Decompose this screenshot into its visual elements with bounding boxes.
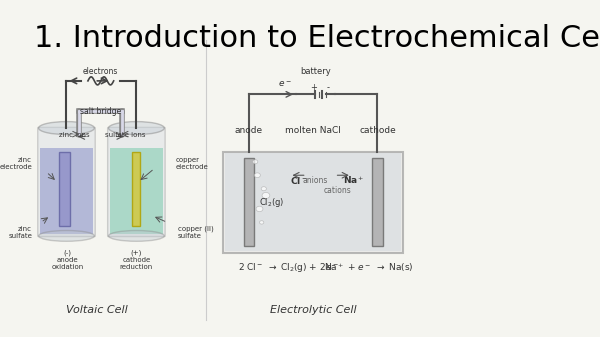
Circle shape [253, 160, 258, 164]
Bar [225, 153, 401, 251]
Text: cathode: cathode [359, 126, 396, 135]
Text: 1. Introduction to Electrochemical Cells: 1. Introduction to Electrochemical Cells [34, 24, 600, 53]
Text: 2 Cl$^-$ $\rightarrow$ Cl$_2$(g) + 2$e^-$: 2 Cl$^-$ $\rightarrow$ Cl$_2$(g) + 2$e^-… [238, 262, 339, 274]
Text: anode: anode [235, 126, 263, 135]
Text: Na$^+$: Na$^+$ [343, 175, 365, 186]
Text: -: - [326, 83, 329, 92]
Text: Na$^+$ + $e^-$ $\rightarrow$ Na(s): Na$^+$ + $e^-$ $\rightarrow$ Na(s) [324, 262, 413, 274]
Circle shape [261, 187, 266, 191]
Text: salt bridge: salt bridge [80, 107, 121, 116]
Text: copper (II)
sulfate: copper (II) sulfate [178, 226, 214, 239]
Text: sulfate ions: sulfate ions [106, 132, 146, 139]
Text: Voltaic Cell: Voltaic Cell [65, 305, 127, 315]
Text: cations: cations [324, 186, 352, 195]
Bar [244, 158, 254, 246]
Text: battery: battery [300, 67, 331, 76]
Text: Electrolytic Cell: Electrolytic Cell [270, 305, 356, 315]
Text: molten NaCl: molten NaCl [285, 126, 341, 135]
Bar [59, 152, 70, 226]
Text: (-)
anode
oxidation: (-) anode oxidation [52, 249, 84, 270]
Ellipse shape [109, 122, 164, 134]
Text: electrons: electrons [83, 67, 118, 76]
Text: zinc
sulfate: zinc sulfate [8, 226, 32, 239]
FancyBboxPatch shape [107, 127, 165, 237]
Text: (+)
cathode
reduction: (+) cathode reduction [120, 249, 153, 270]
Text: zinc ions: zinc ions [59, 132, 89, 139]
FancyBboxPatch shape [223, 152, 403, 253]
Ellipse shape [109, 231, 164, 241]
Text: anions: anions [302, 176, 328, 185]
Text: Cl$^-$: Cl$^-$ [290, 175, 307, 186]
Text: +: + [310, 83, 317, 92]
Ellipse shape [38, 231, 94, 241]
Ellipse shape [38, 122, 94, 134]
FancyBboxPatch shape [38, 127, 95, 237]
Text: zinc
electrode: zinc electrode [0, 157, 32, 170]
Circle shape [256, 206, 263, 212]
Bar [132, 152, 140, 226]
Text: copper
electrode: copper electrode [176, 157, 209, 170]
Text: $e^-$: $e^-$ [278, 80, 292, 89]
Bar [40, 148, 92, 234]
Circle shape [259, 221, 264, 224]
Circle shape [254, 173, 260, 178]
Text: Cl$_2$(g): Cl$_2$(g) [259, 196, 285, 209]
Bar [110, 148, 163, 234]
Circle shape [262, 192, 270, 198]
Bar [373, 158, 383, 246]
